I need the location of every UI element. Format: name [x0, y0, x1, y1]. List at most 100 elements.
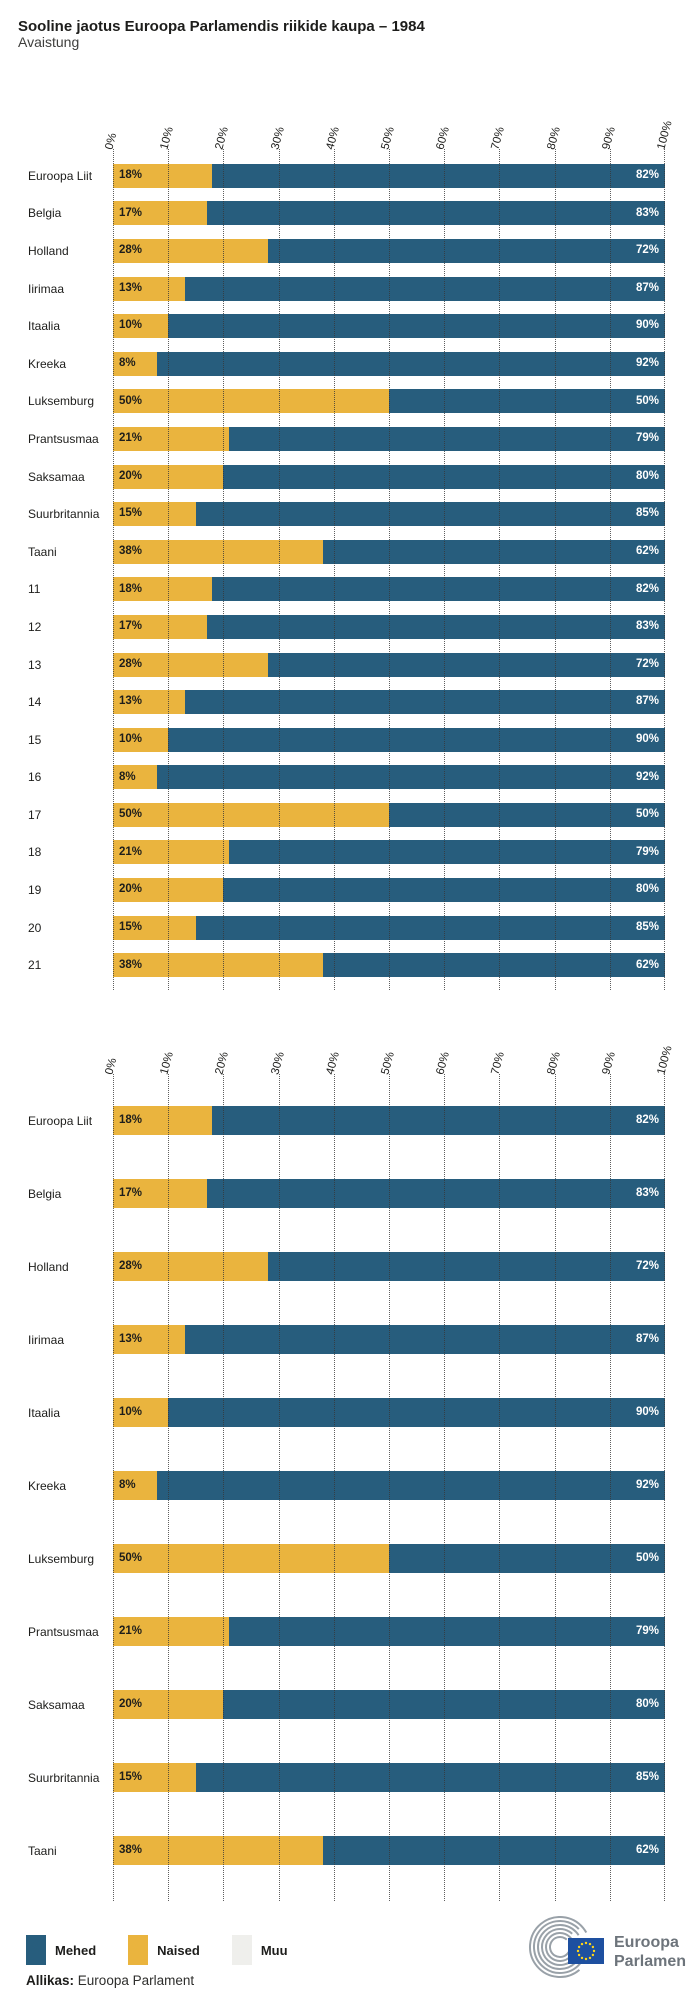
row-label: Belgia [28, 1186, 62, 1201]
bar-row: Kreeka 8% 92% [28, 345, 665, 383]
stacked-bar: 20% 80% [113, 1690, 665, 1719]
bar-value-label: 85% [635, 507, 659, 520]
stacked-bar: 17% 83% [113, 1179, 665, 1208]
bar-row: Itaalia 10% 90% [28, 307, 665, 345]
bar-value-label: 83% [635, 1186, 659, 1199]
bar-value-label: 62% [635, 1843, 659, 1856]
bar-segment-mehed: 92% [157, 765, 665, 790]
row-label: Itaalia [28, 1405, 61, 1420]
tick-label: 40% [324, 1050, 342, 1076]
row-label: Saksamaa [28, 469, 85, 484]
bar-value-label: 80% [635, 469, 659, 482]
bar-row: Saksamaa 20% 80% [28, 1668, 665, 1741]
bar-segment-mehed: 85% [195, 1763, 665, 1792]
bar-value-label: 72% [635, 244, 659, 257]
bar-segment-naised: 17% [113, 201, 207, 226]
row-label: 21 [28, 958, 42, 973]
bar-segment-mehed: 82% [212, 577, 665, 602]
tick-label: 30% [269, 125, 287, 151]
tick-label: 60% [434, 1050, 453, 1076]
bar-value-label: 15% [119, 507, 143, 520]
stacked-bar: 15% 85% [113, 502, 665, 527]
bar-segment-mehed: 50% [389, 389, 665, 414]
bar-row: 19 20% 80% [28, 871, 665, 909]
bar-segment-naised: 21% [113, 1617, 229, 1646]
bar-segment-naised: 20% [113, 1690, 224, 1719]
bar-value-label: 79% [635, 432, 659, 445]
bar-segment-naised: 18% [113, 577, 213, 602]
bar-segment-mehed: 82% [212, 163, 665, 188]
bar-segment-naised: 28% [113, 1252, 268, 1281]
bar-row: Luksemburg 50% 50% [28, 383, 665, 421]
bar-segment-naised: 13% [113, 1325, 185, 1354]
bar-segment-mehed: 90% [168, 1398, 665, 1427]
row-label: Prantsusmaa [28, 1624, 99, 1639]
stacked-bar: 8% 92% [113, 351, 665, 376]
row-label: 19 [28, 883, 42, 898]
tick-label: 50% [379, 125, 397, 151]
bar-row: Holland 28% 72% [28, 1230, 665, 1303]
bar-segment-mehed: 92% [157, 1471, 665, 1500]
bar-value-label: 10% [119, 319, 143, 332]
bar-value-label: 90% [635, 319, 659, 332]
bar-segment-mehed: 79% [228, 840, 665, 865]
tick-label: 80% [545, 125, 563, 151]
bar-segment-mehed: 87% [184, 276, 665, 301]
bar-value-label: 79% [635, 845, 659, 858]
row-label: 17 [28, 807, 42, 822]
row-label: Iirimaa [28, 1332, 65, 1347]
row-label: Taani [28, 544, 57, 559]
bar-segment-naised: 21% [113, 840, 229, 865]
bar-value-label: 21% [119, 432, 143, 445]
stacked-bar: 21% 79% [113, 1617, 665, 1646]
bar-row: 15 10% 90% [28, 721, 665, 759]
tick-label: 100% [655, 1044, 675, 1076]
stacked-bar: 38% 62% [113, 539, 665, 564]
stacked-bar: 20% 80% [113, 464, 665, 489]
bar-value-label: 62% [635, 958, 659, 971]
row-label: Euroopa Liit [28, 168, 93, 183]
bar-segment-mehed: 50% [389, 1544, 665, 1573]
row-label: Prantsusmaa [28, 431, 99, 446]
bar-segment-naised: 15% [113, 915, 196, 940]
bar-segment-naised: 13% [113, 276, 185, 301]
stacked-bar: 18% 82% [113, 1106, 665, 1135]
bar-value-label: 8% [119, 1478, 136, 1491]
bar-segment-mehed: 85% [195, 502, 665, 527]
bar-value-label: 90% [635, 732, 659, 745]
chart-members-and-numbers: 0% 10% 20% 30% 40% 50% 60% 70% 80% 90% 100% Euroopa… [0, 85, 700, 991]
bar-row: Kreeka 8% 92% [28, 1449, 665, 1522]
stacked-bar: 13% 87% [113, 1325, 665, 1354]
row-label: Kreeka [28, 356, 67, 371]
row-label: Kreeka [28, 1478, 67, 1493]
bar-segment-naised: 21% [113, 426, 229, 451]
bar-row: 11 18% 82% [28, 571, 665, 609]
bar-segment-naised: 17% [113, 1179, 207, 1208]
bar-segment-mehed: 72% [267, 238, 665, 263]
bar-value-label: 82% [635, 582, 659, 595]
bar-value-label: 8% [119, 357, 136, 370]
bar-row: 16 8% 92% [28, 759, 665, 797]
source-label: Allikas: [26, 1973, 75, 1988]
bar-segment-naised: 8% [113, 351, 158, 376]
bar-value-label: 17% [119, 620, 143, 633]
bar-value-label: 85% [635, 1770, 659, 1783]
bar-value-label: 38% [119, 958, 143, 971]
bar-value-label: 80% [635, 1697, 659, 1710]
stacked-bar: 13% 87% [113, 690, 665, 715]
bar-value-label: 38% [119, 1843, 143, 1856]
bar-value-label: 50% [635, 394, 659, 407]
row-label: 20 [28, 920, 42, 935]
bar-value-label: 18% [119, 1113, 143, 1126]
stacked-bar: 10% 90% [113, 1398, 665, 1427]
bar-value-label: 10% [119, 732, 143, 745]
bar-row: Belgia 17% 83% [28, 195, 665, 233]
row-label: Suurbritannia [28, 1770, 100, 1785]
bar-row: Taani 38% 62% [28, 533, 665, 571]
bar-value-label: 17% [119, 206, 143, 219]
bar-segment-naised: 50% [113, 802, 389, 827]
tick-label: 90% [600, 1050, 618, 1076]
bar-segment-naised: 17% [113, 614, 207, 639]
bar-segment-mehed: 90% [168, 727, 665, 752]
stacked-bar: 8% 92% [113, 1471, 665, 1500]
